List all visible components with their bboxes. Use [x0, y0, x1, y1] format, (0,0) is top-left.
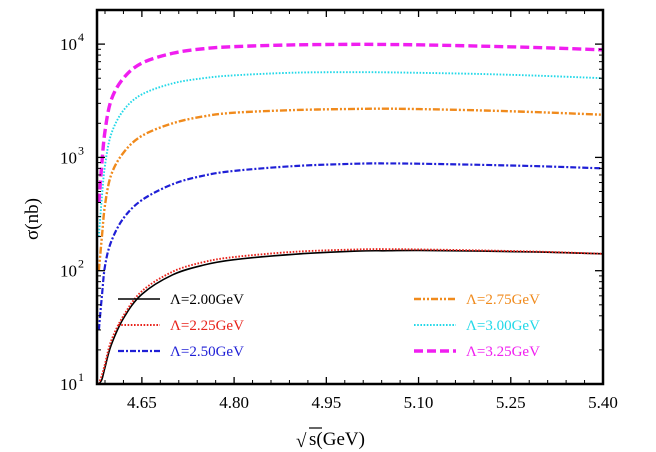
legend-label-4: Λ=2.75GeV [466, 292, 540, 308]
x-tick-label: 5.40 [588, 393, 618, 412]
series-layer [97, 42, 603, 384]
legend: Λ=2.00GeV Λ=2.25GeV Λ=2.50GeV Λ=2.75GeV Λ=3.… [118, 292, 540, 360]
plot-frame [95, 8, 605, 386]
x-axis-label-group: √ s(GeV) [296, 427, 365, 452]
legend-label-3: Λ=2.50GeV [170, 344, 244, 360]
y-axis-label: σ(nb) [22, 198, 43, 240]
y-tick-label-exponent: 4 [78, 30, 84, 44]
x-tick-label: 4.65 [127, 393, 157, 412]
y-tick-label-exponent: 1 [78, 370, 84, 384]
y-tick-label: 10 [60, 375, 77, 394]
series-line-5 [97, 71, 603, 237]
series-line-6 [97, 42, 603, 203]
legend-label-2: Λ=2.25GeV [170, 318, 244, 334]
x-tick-label: 5.10 [404, 393, 434, 412]
x-axis: 4.65 4.80 4.95 5.10 5.25 5.40 [104, 10, 618, 412]
y-tick-label: 10 [60, 262, 77, 281]
x-tick-label: 4.80 [219, 393, 249, 412]
y-tick-label-exponent: 2 [78, 257, 84, 271]
x-tick-label: 5.25 [496, 393, 526, 412]
series-line-4 [97, 107, 603, 271]
x-tick-label: 4.95 [311, 393, 341, 412]
legend-label-1: Λ=2.00GeV [170, 292, 244, 308]
y-tick-label: 10 [60, 35, 77, 54]
y-tick-label: 10 [60, 148, 77, 167]
legend-label-6: Λ=3.25GeV [466, 344, 540, 360]
series-line-3 [97, 162, 603, 331]
x-axis-label: s(GeV) [309, 429, 365, 450]
series-line-2 [97, 248, 603, 384]
x-axis-sqrt-symbol: √ [296, 431, 307, 452]
y-tick-label-exponent: 3 [78, 143, 84, 157]
legend-label-5: Λ=3.00GeV [466, 318, 540, 334]
